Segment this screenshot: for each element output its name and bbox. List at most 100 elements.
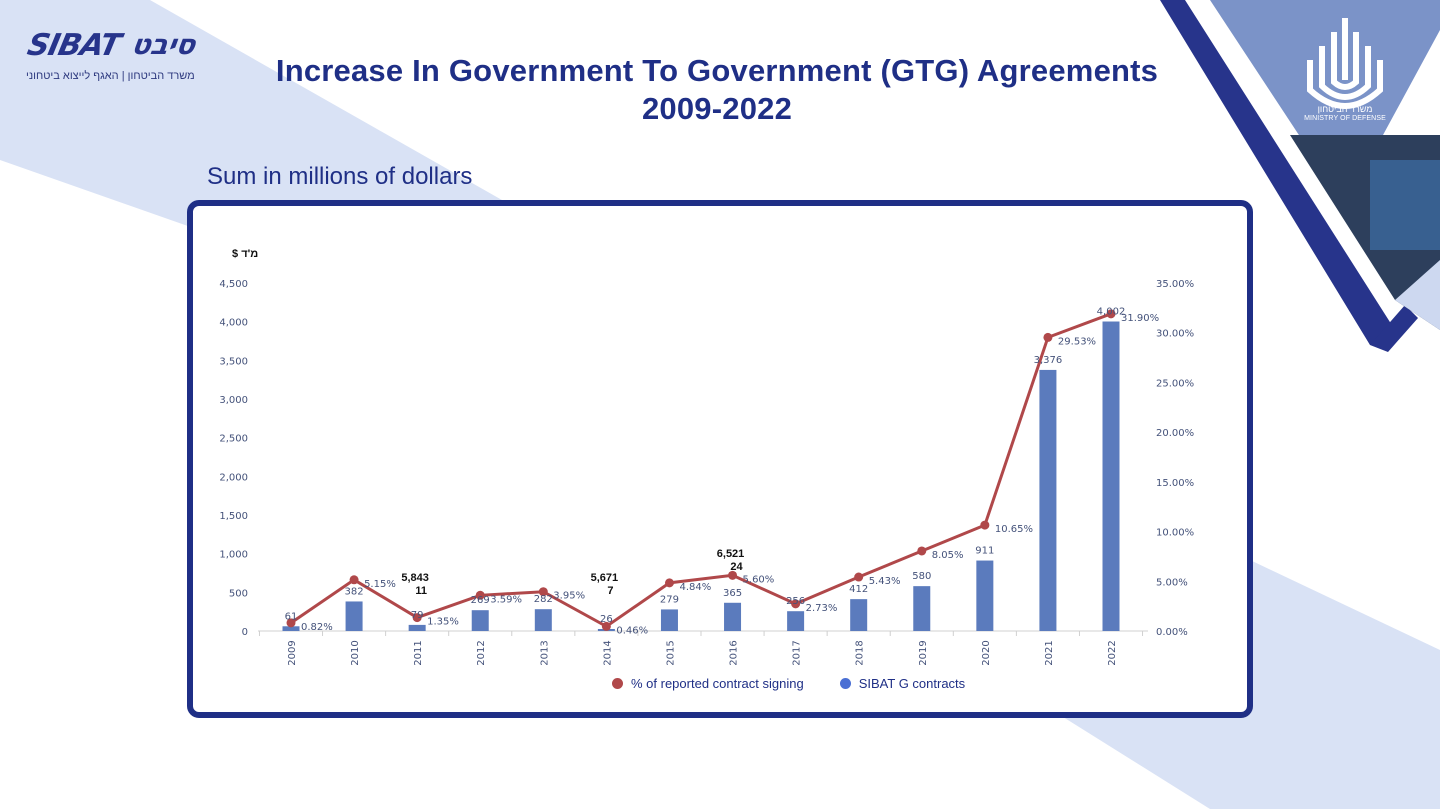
bar-sibat-contracts: [976, 560, 994, 631]
y-left-tick-label: 3,500: [219, 356, 248, 367]
y-left-tick-label: 2,000: [219, 472, 248, 483]
y-left-tick-label: 500: [229, 588, 248, 599]
bar-sibat-contracts: [850, 599, 868, 631]
x-tick-label: 2019: [918, 640, 929, 665]
line-point-percent: [538, 587, 548, 597]
mod-logo-hebrew: משרד הביטחון: [1317, 104, 1373, 114]
line-data-label: 0.46%: [616, 625, 648, 636]
line-data-label: 8.05%: [932, 550, 964, 561]
annotation-line1: 6,521: [717, 548, 745, 560]
y-right-tick-label: 20.00%: [1156, 428, 1194, 439]
legend-item-contracts[interactable]: SIBAT G contracts: [839, 676, 966, 691]
line-point-percent: [854, 572, 864, 582]
bar-data-label: 911: [975, 546, 994, 557]
bar-data-label: 61: [285, 611, 298, 622]
line-point-percent: [664, 578, 674, 588]
line-point-percent: [980, 520, 990, 530]
bar-data-label: 282: [534, 594, 553, 605]
x-tick-label: 2009: [287, 640, 298, 665]
bg-pale-band-right: [1250, 560, 1440, 809]
y-right-tick-label: 35.00%: [1156, 279, 1194, 290]
bar-data-label: 79: [411, 610, 424, 621]
x-tick-label: 2013: [539, 640, 550, 665]
line-data-label: 3.59%: [490, 594, 522, 605]
bar-data-label: 269: [471, 595, 490, 606]
bar-data-label: 279: [660, 594, 679, 605]
bar-sibat-contracts: [1102, 321, 1120, 631]
line-point-percent: [917, 546, 927, 556]
bar-data-label: 4,002: [1097, 307, 1126, 318]
page-title-line1: Increase In Government To Government (GT…: [275, 53, 1159, 88]
x-tick-label: 2010: [350, 640, 361, 665]
line-point-percent: [475, 590, 485, 600]
x-tick-label: 2012: [476, 640, 487, 665]
bar-sibat-contracts: [408, 624, 426, 631]
sibat-logo: SIBAT סיבט משרד הביטחון | האגף לייצוא בי…: [24, 28, 234, 88]
line-percent-signing: [290, 312, 1112, 629]
annotation-line2: 7: [607, 585, 613, 597]
annotation-line2: 11: [415, 585, 427, 597]
x-tick-label: 2020: [981, 640, 992, 665]
page-title-line2: 2009-2022: [641, 91, 793, 126]
y-left-tick-label: 4,000: [219, 318, 248, 329]
y-left-tick-label: 0: [242, 627, 248, 638]
bar-data-label: 3,376: [1034, 355, 1063, 366]
x-tick-label: 2011: [413, 640, 424, 665]
legend-label-percent: % of reported contract signing: [631, 676, 804, 691]
y-right-tick-label: 25.00%: [1156, 378, 1194, 389]
bar-data-label: 365: [723, 588, 742, 599]
line-point-percent: [791, 599, 801, 609]
line-data-label: 1.35%: [427, 617, 459, 628]
annotation-line2: 24: [730, 561, 743, 573]
y-right-tick-label: 0.00%: [1156, 627, 1188, 638]
line-data-label: 0.82%: [301, 622, 333, 633]
bar-data-label: 382: [345, 586, 364, 597]
legend-swatch-blue: [839, 678, 851, 689]
y-axis-left-label: $ מ'ד: [232, 248, 258, 260]
chart-legend: % of reported contract signing SIBAT G c…: [612, 676, 965, 691]
y-right-tick-label: 15.00%: [1156, 478, 1194, 489]
x-tick-label: 2021: [1044, 640, 1055, 665]
x-tick-label: 2016: [729, 640, 740, 665]
y-left-tick-label: 1,500: [219, 511, 248, 522]
legend-label-contracts: SIBAT G contracts: [858, 676, 966, 691]
chart-frame: [187, 200, 1253, 718]
line-data-label: 2.73%: [806, 603, 838, 614]
line-point-percent: [349, 575, 359, 585]
bar-sibat-contracts: [471, 610, 489, 631]
line-point-percent: [601, 621, 611, 631]
bar-sibat-contracts: [660, 609, 678, 631]
legend-item-percent[interactable]: % of reported contract signing: [612, 676, 804, 691]
bar-data-label: 580: [912, 571, 931, 582]
bg-photo-screen: [1370, 160, 1440, 250]
bar-sibat-contracts: [534, 609, 552, 631]
y-left-tick-label: 3,000: [219, 395, 248, 406]
line-data-label: 10.65%: [995, 524, 1033, 535]
bg-navy-stripe: [1160, 0, 1395, 345]
line-point-percent: [728, 570, 738, 580]
bar-sibat-contracts: [345, 601, 363, 631]
y-left-tick-label: 1,000: [219, 550, 248, 561]
line-point-percent: [286, 618, 296, 628]
ministry-of-defense-logo-icon: [1307, 18, 1383, 109]
bar-sibat-contracts: [724, 602, 742, 631]
annotation-line1: 5,671: [591, 572, 619, 584]
x-tick-label: 2014: [602, 640, 613, 665]
bar-sibat-contracts: [913, 586, 931, 631]
bar-sibat-contracts: [787, 611, 805, 631]
y-right-tick-label: 30.00%: [1156, 329, 1194, 340]
x-tick-label: 2015: [665, 640, 676, 665]
bar-data-label: 412: [849, 584, 868, 595]
line-data-label: 29.53%: [1058, 336, 1096, 347]
x-tick-label: 2018: [855, 640, 866, 665]
annotation-line1: 5,843: [401, 572, 429, 584]
y-right-tick-label: 10.00%: [1156, 528, 1194, 539]
line-point-percent: [1043, 332, 1053, 342]
line-point-percent: [412, 613, 422, 623]
bar-data-label: 256: [786, 596, 805, 607]
y-right-tick-label: 5.00%: [1156, 577, 1188, 588]
line-data-label: 31.90%: [1121, 313, 1159, 324]
chart-subtitle: Sum in millions of dollars: [207, 163, 473, 190]
x-tick-label: 2022: [1107, 640, 1118, 665]
